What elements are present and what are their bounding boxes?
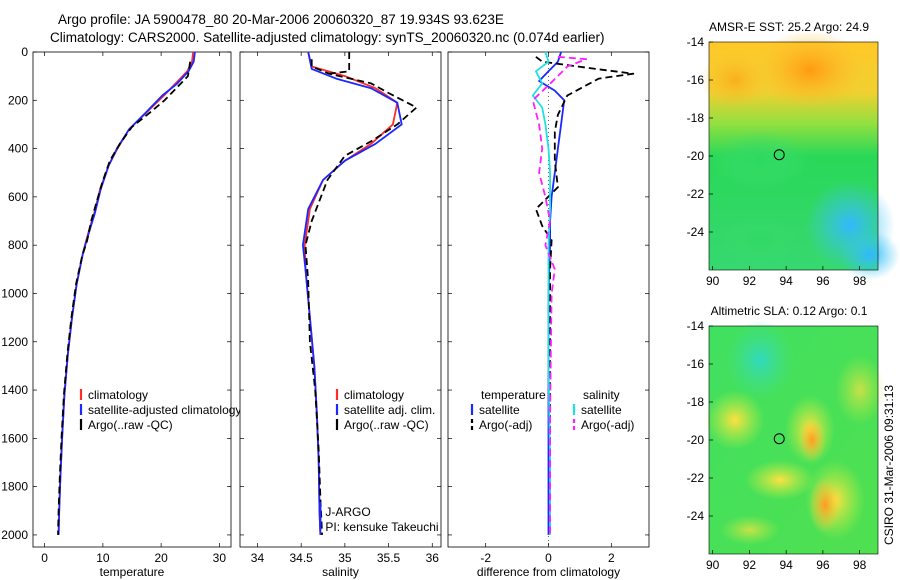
- temperature-panel: 0 10 20 30 0 200 400 600 800 1000 1200 1400 1600 1800…: [1, 45, 241, 579]
- x-tick-label: 34.5: [289, 551, 313, 565]
- x-axis-label: salinity: [322, 565, 359, 579]
- annotation-text: PI: kensuke Takeuchi: [325, 520, 438, 534]
- legend-entry: Argo(-adj): [479, 418, 532, 432]
- legend-entry: satellite adj. clim.: [344, 403, 435, 417]
- y-tick-label: 1200: [1, 335, 28, 349]
- map-x-tick-label: 90: [706, 558, 720, 572]
- y-tick-label: 1000: [1, 286, 28, 300]
- x-tick-label: -2: [480, 551, 491, 565]
- map-y-tick-label: -20: [687, 433, 705, 447]
- y-tick-label: 1400: [1, 383, 28, 397]
- legend-entry: Argo(-adj): [581, 418, 634, 432]
- series-line-argo-raw-qc-: [304, 59, 418, 535]
- map-x-tick-label: 92: [743, 274, 757, 288]
- sla-heatmap-field: [705, 320, 885, 554]
- legend-header: salinity: [583, 388, 620, 402]
- sst-map-axes: 90 92 94 96 98 -14 -16 -18 -20 -22 -24: [687, 35, 867, 288]
- legend-entry: climatology: [88, 388, 148, 402]
- legend: temperature salinitysatelliteArgo(-adj)sa…: [470, 388, 634, 432]
- map-y-tick-label: -20: [687, 149, 705, 163]
- x-tick-label: 30: [213, 551, 227, 565]
- y-tick-label: 1600: [1, 431, 28, 445]
- x-tick-label: 10: [96, 551, 110, 565]
- map-x-tick-label: 96: [816, 274, 830, 288]
- x-tick-label: 35.5: [377, 551, 401, 565]
- map-x-tick-label: 92: [743, 558, 757, 572]
- float-location-marker: [773, 433, 785, 445]
- y-tick-label: 0: [21, 45, 28, 59]
- map-y-tick-label: -24: [687, 225, 705, 239]
- x-axis-label: difference from climatology: [477, 565, 620, 579]
- x-tick-label: 20: [154, 551, 168, 565]
- series-line-argo-step: [328, 52, 351, 75]
- x-axis-label: temperature: [100, 565, 165, 579]
- sst-map-title: AMSR-E SST: 25.2 Argo: 24.9: [709, 20, 869, 34]
- legend-entry: Argo(..raw -QC): [88, 418, 173, 432]
- timestamp-label: CSIRO 31-Mar-2006 09:31:13: [882, 385, 896, 545]
- plot-frame: [239, 51, 442, 548]
- series-line-argo-raw-qc-: [57, 61, 192, 535]
- legend-entry: climatology: [344, 388, 404, 402]
- y-tick-label: 600: [8, 190, 28, 204]
- map-y-tick-label: -16: [687, 73, 705, 87]
- map-x-tick-label: 90: [706, 274, 720, 288]
- x-tick-label: 2: [608, 551, 615, 565]
- legend-entry: satellite-adjusted climatology: [88, 403, 241, 417]
- x-tick-label: 0: [545, 551, 552, 565]
- map-x-tick-label: 94: [779, 558, 793, 572]
- map-y-tick-label: -14: [687, 35, 705, 49]
- series-line-salinity-satellite: [531, 51, 551, 535]
- map-x-tick-label: 94: [779, 274, 793, 288]
- y-tick-label: 2000: [1, 528, 28, 542]
- map-y-tick-label: -24: [687, 509, 705, 523]
- sla-map-axes: 90 92 94 96 98 -14 -16 -18 -20 -22 -24: [687, 319, 867, 572]
- map-y-tick-label: -14: [687, 319, 705, 333]
- y-tick-label: 800: [8, 238, 28, 252]
- map-y-tick-label: -22: [687, 187, 705, 201]
- map-x-tick-label: 98: [853, 558, 867, 572]
- legend-entry: satellite: [479, 403, 520, 417]
- sst-heatmap-field: [700, 30, 900, 280]
- header-line-2: Climatology: CARS2000. Satellite-adjuste…: [50, 30, 605, 45]
- sla-map-title: Altimetric SLA: 0.12 Argo: 0.1: [711, 304, 868, 318]
- legend-entry: Argo(..raw -QC): [344, 418, 429, 432]
- map-x-tick-label: 98: [853, 274, 867, 288]
- map-y-tick-label: -22: [687, 471, 705, 485]
- sst-map-panel: AMSR-E SST: 25.2 Argo: 24.9 90 92 94 96 98 -1…: [687, 20, 900, 288]
- y-tick-label: 400: [8, 142, 28, 156]
- plot-frame: [32, 51, 232, 548]
- x-tick-label: 34: [251, 551, 265, 565]
- map-y-tick-label: -18: [687, 395, 705, 409]
- map-y-tick-label: -16: [687, 357, 705, 371]
- map-y-tick-label: -18: [687, 111, 705, 125]
- y-tick-label: 1800: [1, 480, 28, 494]
- float-location-marker: [773, 149, 785, 161]
- sla-map-panel: Altimetric SLA: 0.12 Argo: 0.1 90 92 94 96 9…: [687, 304, 885, 572]
- y-tick-label: 200: [8, 93, 28, 107]
- series-line-salinity-argo-adj-: [531, 55, 588, 535]
- legend-header: temperature: [481, 388, 546, 402]
- header-line-1: Argo profile: JA 5900478_80 20-Mar-2006 …: [58, 12, 504, 27]
- x-tick-label: 36: [426, 551, 440, 565]
- x-tick-label: 35: [338, 551, 352, 565]
- x-tick-label: 0: [41, 551, 48, 565]
- series-line-satellite-adj-clim-: [301, 51, 403, 535]
- annotation-text: J-ARGO: [325, 505, 370, 519]
- salinity-panel: 34 34.5 35 35.5 36 salinity climatologysatelli…: [239, 51, 442, 579]
- map-x-tick-label: 96: [816, 558, 830, 572]
- legend-entry: satellite: [581, 403, 622, 417]
